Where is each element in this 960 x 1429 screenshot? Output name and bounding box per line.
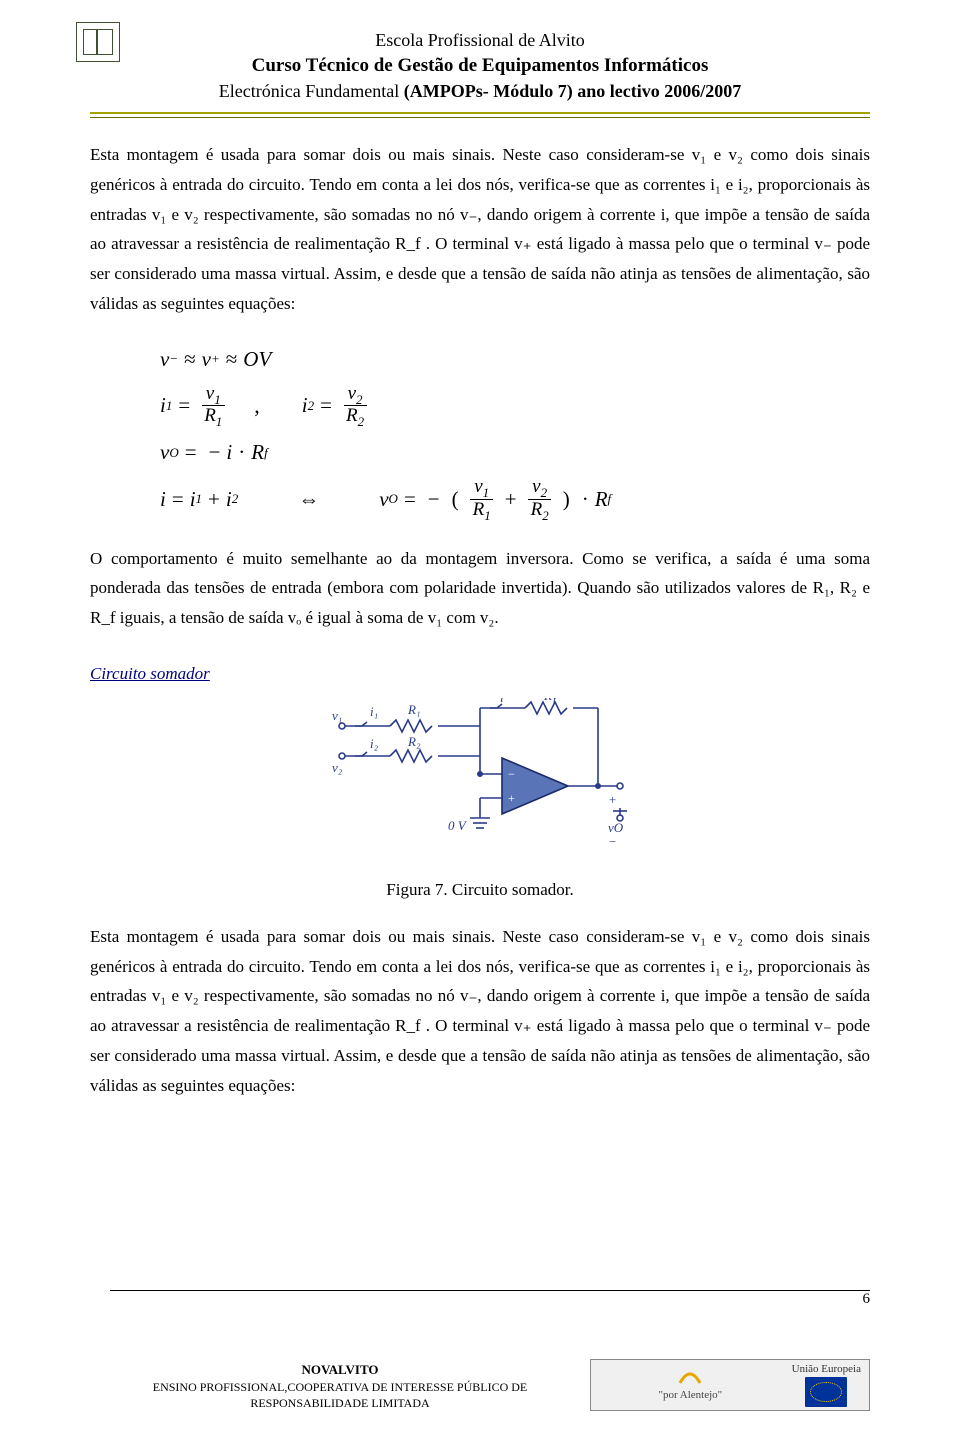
lbl-r2: R₂	[407, 734, 421, 749]
footer-line1: ENSINO PROFISSIONAL,COOPERATIVA DE INTER…	[90, 1379, 590, 1395]
lbl-r1: R₁	[407, 702, 420, 717]
header-divider	[90, 112, 870, 118]
paragraph-3: Esta montagem é usada para somar dois ou…	[90, 922, 870, 1101]
circuit-diagram-icon: − + v₁ v₂ i₁ i₂ R₁ R₂ i R f 0 V + vO −	[330, 698, 630, 868]
lbl-v2: v₂	[332, 760, 343, 775]
svg-text:−: −	[508, 767, 515, 781]
lbl-v1: v₁	[332, 708, 342, 723]
lbl-0v: 0 V	[448, 818, 468, 833]
lbl-i2: i₂	[370, 736, 379, 751]
equation-3: vO=−i·Rf	[160, 440, 870, 465]
figure-caption: Figura 7. Circuito somador.	[90, 880, 870, 900]
svg-text:+: +	[508, 791, 515, 805]
header-line3-plain: Electrónica Fundamental	[219, 81, 404, 101]
eu-label: União Europeia	[792, 1363, 861, 1375]
page-number-bar: 6	[110, 1290, 870, 1311]
por-label: "por Alentejo"	[658, 1389, 722, 1401]
equation-2: i1= v1R1 , i2= v2R2	[160, 384, 870, 429]
page-header: Escola Profissional de Alvito Curso Técn…	[90, 30, 870, 102]
header-line3-bold: (AMPOPs- Módulo 7) ano lectivo 2006/2007	[404, 81, 741, 101]
page-number: 6	[863, 1291, 871, 1307]
header-line3: Electrónica Fundamental (AMPOPs- Módulo …	[90, 81, 870, 102]
eu-flag-icon	[805, 1377, 847, 1407]
paragraph-1: Esta montagem é usada para somar dois ou…	[90, 140, 870, 319]
lbl-plus: +	[608, 792, 617, 807]
lbl-rf: R	[543, 698, 552, 703]
lbl-i: i	[500, 698, 504, 705]
footer-badge: "por Alentejo" União Europeia	[590, 1359, 870, 1411]
header-line2: Curso Técnico de Gestão de Equipamentos …	[90, 55, 870, 77]
equation-block: v− ≈ v+ ≈ OV i1= v1R1 , i2= v2R2 vO=−i·R…	[160, 347, 870, 522]
equation-1: v− ≈ v+ ≈ OV	[160, 347, 870, 372]
lbl-minus: −	[608, 834, 617, 849]
lbl-vo: vO	[608, 820, 624, 835]
equation-4: i=i1+i2 ⇔ vO=−( v1R1 + v2R2 )·Rf	[160, 477, 870, 522]
page-footer: NOVALVITO ENSINO PROFISSIONAL,COOPERATIV…	[90, 1359, 870, 1411]
header-line1: Escola Profissional de Alvito	[90, 30, 870, 51]
page: Escola Profissional de Alvito Curso Técn…	[0, 0, 960, 1429]
footer-text: NOVALVITO ENSINO PROFISSIONAL,COOPERATIV…	[90, 1361, 590, 1411]
footer-novalvito: NOVALVITO	[90, 1361, 590, 1379]
lbl-i1: i₁	[370, 704, 378, 719]
por-alentejo-logo-icon: "por Alentejo"	[599, 1369, 782, 1401]
school-logo-icon	[76, 22, 120, 62]
eu-block: União Europeia	[792, 1363, 861, 1407]
footer-line2: RESPONSABILIDADE LIMITADA	[90, 1395, 590, 1411]
paragraph-2: O comportamento é muito semelhante ao da…	[90, 544, 870, 633]
section-title-link[interactable]: Circuito somador	[90, 664, 210, 684]
figure-7: − + v₁ v₂ i₁ i₂ R₁ R₂ i R f 0 V + vO − F…	[90, 698, 870, 900]
